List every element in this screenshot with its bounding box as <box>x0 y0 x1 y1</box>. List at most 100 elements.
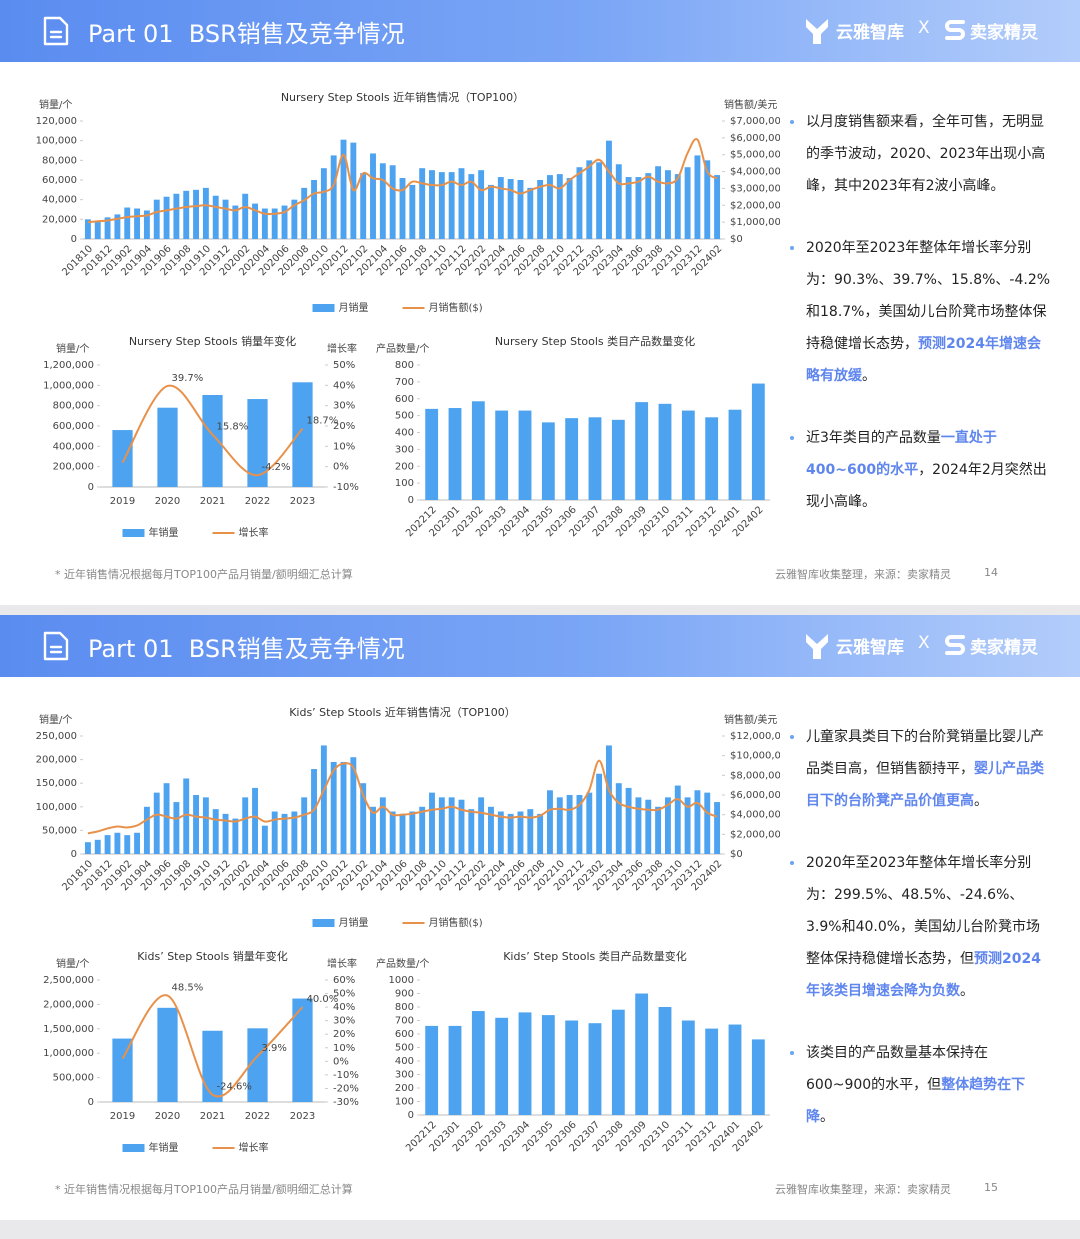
note-text: 近3年类目的产品数量 <box>806 430 941 446</box>
y-tick-label: 500,000 <box>53 1073 94 1084</box>
bar <box>588 417 602 500</box>
bar <box>611 419 625 500</box>
bar <box>429 170 435 239</box>
y-tick-label: 100 <box>395 1097 414 1108</box>
data-label: 15.8% <box>217 422 249 433</box>
y-tick-label: 600 <box>395 394 414 405</box>
legend-label: 年销量 <box>149 526 179 539</box>
x-tick-label: 2019 <box>110 1111 135 1122</box>
x-tick-label: 2023 <box>290 496 315 507</box>
legend-label: 月销售额($) <box>429 916 483 929</box>
chart-title: Nursery Step Stools 类目产品数量变化 <box>495 334 695 348</box>
bar <box>360 173 367 239</box>
y2-tick-label: 30% <box>333 1016 355 1027</box>
y-tick-label: 0 <box>71 234 77 245</box>
bar <box>112 430 133 487</box>
charts: Nursery Step Stools 近年销售情况（TOP100） 销量/个 销售… <box>36 90 780 539</box>
bar <box>261 208 268 239</box>
y-tick-label: 1,200,000 <box>43 360 94 371</box>
bar <box>94 839 101 854</box>
y2-tick-label: 40% <box>333 380 355 391</box>
bar <box>173 193 180 239</box>
data-label: 18.7% <box>307 416 339 427</box>
bar <box>751 1039 765 1115</box>
y-tick-label: 300 <box>395 444 414 455</box>
bar <box>478 170 485 239</box>
bar <box>556 797 563 854</box>
y-tick-label: 300 <box>395 1070 414 1081</box>
bar <box>271 208 278 239</box>
bar <box>311 769 317 854</box>
legend-swatch <box>122 529 145 537</box>
y-tick-label: 250,000 <box>36 731 77 742</box>
header-title: Part 01 BSR销售及竞争情况 <box>88 635 405 663</box>
bar <box>112 1038 133 1102</box>
bar <box>495 1017 509 1115</box>
bar <box>429 792 435 854</box>
y-tick-label: 0 <box>88 482 94 493</box>
bar <box>252 787 258 854</box>
y-axis-label: 产品数量/个 <box>376 957 429 970</box>
bar <box>714 802 721 854</box>
separator: X <box>918 633 930 653</box>
bar <box>625 787 632 854</box>
bar <box>425 1025 439 1115</box>
bar <box>674 785 681 854</box>
separator: X <box>918 18 930 38</box>
y2-tick-label: 0% <box>333 1056 349 1067</box>
bar <box>565 1020 579 1115</box>
bar <box>183 778 190 854</box>
y-tick-label: 100 <box>395 478 414 489</box>
y2-tick-label: 60% <box>333 975 355 986</box>
y2-tick-label: 20% <box>333 421 355 432</box>
bar <box>527 809 534 854</box>
bar <box>566 795 573 854</box>
y2-tick-label: $8,000,000 <box>730 770 780 781</box>
bar <box>389 811 396 854</box>
bar <box>497 811 504 854</box>
y-tick-label: 400 <box>395 1056 414 1067</box>
bar <box>212 809 219 854</box>
y-tick-label: 800 <box>395 1002 414 1013</box>
bar <box>370 153 376 239</box>
bar <box>247 1028 268 1102</box>
bar <box>658 403 672 500</box>
bar <box>728 409 742 500</box>
y-tick-label: 400 <box>395 428 414 439</box>
highlight-text: 整体趋势在下降 <box>806 1077 1026 1125</box>
bar <box>664 797 671 854</box>
brand-name: 云雅智库 <box>836 23 904 43</box>
bar <box>222 813 229 854</box>
y2-axis-label: 销售额/美元 <box>724 98 777 111</box>
bar <box>193 189 200 239</box>
bar <box>153 792 160 854</box>
highlight-text: 一直处于400~600的水平 <box>806 430 997 478</box>
bar <box>468 809 475 854</box>
header-title: Part 01 BSR销售及竞争情况 <box>88 20 405 48</box>
y2-tick-label: $4,000,000 <box>730 810 780 821</box>
bar <box>495 410 509 500</box>
bar <box>291 811 298 854</box>
bar <box>674 174 681 239</box>
bar <box>212 195 219 239</box>
y2-tick-label: 50% <box>333 989 355 1000</box>
note-text: 2020年至2023年整体年增长率分别为：299.5%、48.5%、-24.6%… <box>806 855 1041 967</box>
x-tick-label: 2019 <box>110 496 135 507</box>
y-tick-label: 400,000 <box>53 441 94 452</box>
x-tick-label: 2022 <box>245 496 270 507</box>
bar <box>645 799 652 854</box>
legend-swatch <box>312 304 335 312</box>
bar <box>301 797 308 854</box>
note-text: 。 <box>820 1109 834 1125</box>
bar <box>173 802 180 854</box>
page-number: 14 <box>984 566 998 579</box>
y2-tick-label: $10,000,000 <box>730 751 780 762</box>
slide: Kids’ Step Stools 近年销售情况（TOP100） 销量/个 销售额/… <box>0 615 1080 1220</box>
y2-tick-label: 10% <box>333 1043 355 1054</box>
bar <box>114 832 121 854</box>
legend-swatch <box>122 1144 145 1152</box>
bar <box>281 813 288 854</box>
bar <box>399 178 406 239</box>
data-label: -4.2% <box>262 462 291 473</box>
y2-axis-label: 增长率 <box>327 342 357 355</box>
